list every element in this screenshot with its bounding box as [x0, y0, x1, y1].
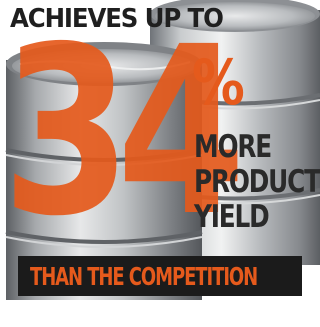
- banner-text: THAN THE COMPETITION: [30, 262, 258, 291]
- competition-banner: THAN THE COMPETITION: [18, 256, 302, 296]
- tagline-yield: YIELD: [194, 199, 270, 235]
- tagline-product: PRODUCT: [194, 164, 320, 200]
- percent-sign: %: [192, 46, 245, 119]
- stat-number: 34: [2, 0, 246, 267]
- headline: ACHIEVES UP TO: [10, 4, 224, 34]
- tagline-more: MORE: [194, 129, 272, 165]
